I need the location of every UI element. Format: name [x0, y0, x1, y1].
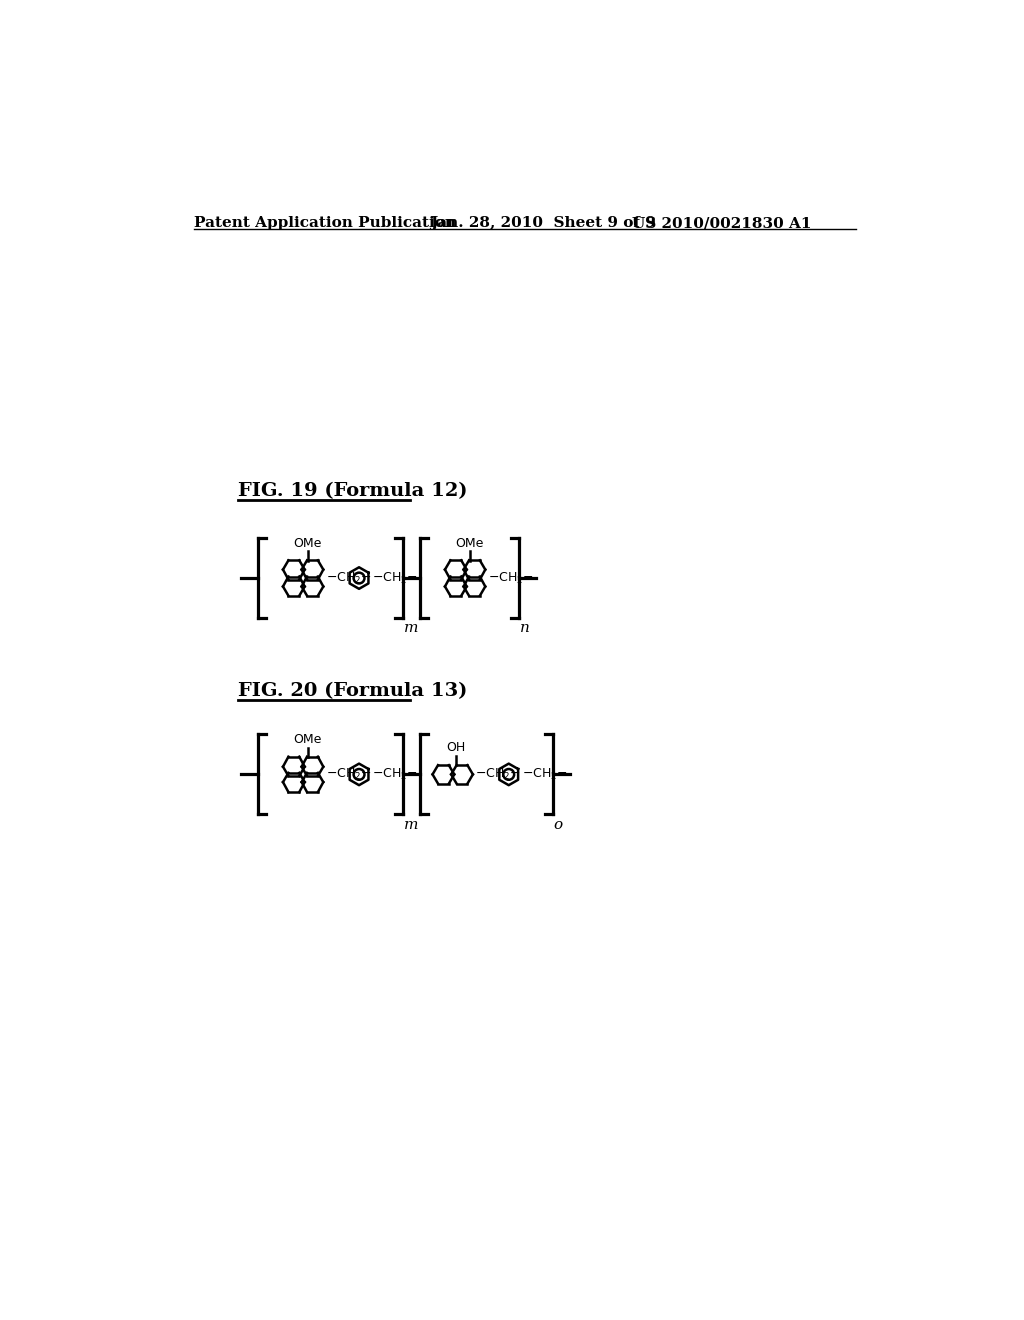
Text: $-$CH$_2$$-$: $-$CH$_2$$-$: [372, 767, 418, 781]
Text: $-$CH$_2$$-$: $-$CH$_2$$-$: [522, 767, 567, 781]
Text: Jan. 28, 2010  Sheet 9 of 9: Jan. 28, 2010 Sheet 9 of 9: [430, 216, 656, 230]
Polygon shape: [464, 577, 485, 595]
Polygon shape: [283, 756, 304, 776]
Text: OMe: OMe: [456, 537, 484, 550]
Polygon shape: [302, 756, 324, 776]
Text: $-$CH$_2$$-$: $-$CH$_2$$-$: [326, 570, 372, 586]
Polygon shape: [302, 577, 324, 595]
Polygon shape: [432, 766, 455, 784]
Polygon shape: [445, 561, 467, 579]
Text: OH: OH: [446, 742, 466, 754]
Text: OMe: OMe: [294, 537, 322, 550]
Polygon shape: [500, 763, 518, 785]
Polygon shape: [464, 561, 485, 579]
Text: o: o: [554, 817, 563, 832]
Polygon shape: [445, 577, 467, 595]
Text: $-$CH$_2$$-$: $-$CH$_2$$-$: [372, 570, 418, 586]
Text: FIG. 19 (Formula 12): FIG. 19 (Formula 12): [238, 482, 468, 500]
Text: m: m: [404, 622, 419, 635]
Polygon shape: [349, 568, 369, 589]
Polygon shape: [283, 774, 304, 792]
Text: OMe: OMe: [294, 733, 322, 746]
Text: Patent Application Publication: Patent Application Publication: [194, 216, 456, 230]
Text: FIG. 20 (Formula 13): FIG. 20 (Formula 13): [238, 682, 467, 700]
Polygon shape: [302, 774, 324, 792]
Polygon shape: [283, 577, 304, 595]
Text: US 2010/0021830 A1: US 2010/0021830 A1: [632, 216, 811, 230]
Polygon shape: [302, 561, 324, 579]
Text: $-$CH$_2$$-$: $-$CH$_2$$-$: [326, 767, 372, 781]
Polygon shape: [452, 766, 473, 784]
Polygon shape: [283, 561, 304, 579]
Text: $-$CH$_2$$-$: $-$CH$_2$$-$: [475, 767, 521, 781]
Polygon shape: [349, 763, 369, 785]
Text: $-$CH$_2$$-$: $-$CH$_2$$-$: [487, 570, 534, 586]
Text: m: m: [404, 817, 419, 832]
Text: n: n: [519, 622, 529, 635]
